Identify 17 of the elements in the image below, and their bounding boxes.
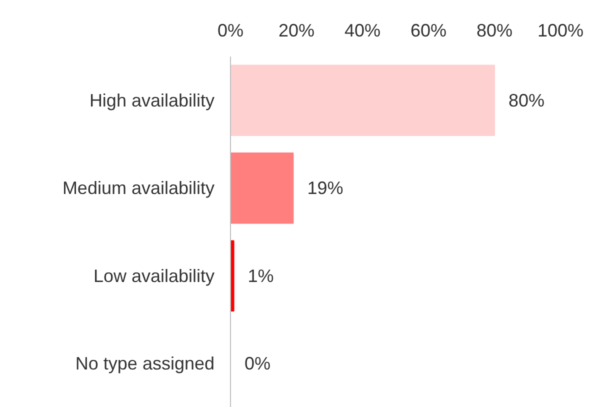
data-label: 80% <box>508 90 545 110</box>
y-tick-label: No type assigned <box>75 354 215 374</box>
x-tick-label: 100% <box>537 20 584 40</box>
x-tick-label: 20% <box>278 20 315 40</box>
bar <box>230 240 234 312</box>
y-tick-label: Medium availability <box>62 178 215 198</box>
y-tick-label: High availability <box>89 90 215 110</box>
x-tick-label: 80% <box>476 20 513 40</box>
y-tick-label: Low availability <box>93 266 214 286</box>
bar <box>230 152 294 224</box>
bar <box>230 64 495 136</box>
x-tick-label: 40% <box>344 20 381 40</box>
x-tick-label: 60% <box>410 20 447 40</box>
data-label: 19% <box>307 178 344 198</box>
data-label: 0% <box>244 354 271 374</box>
data-label: 1% <box>248 266 274 286</box>
x-tick-label: 0% <box>217 20 244 40</box>
